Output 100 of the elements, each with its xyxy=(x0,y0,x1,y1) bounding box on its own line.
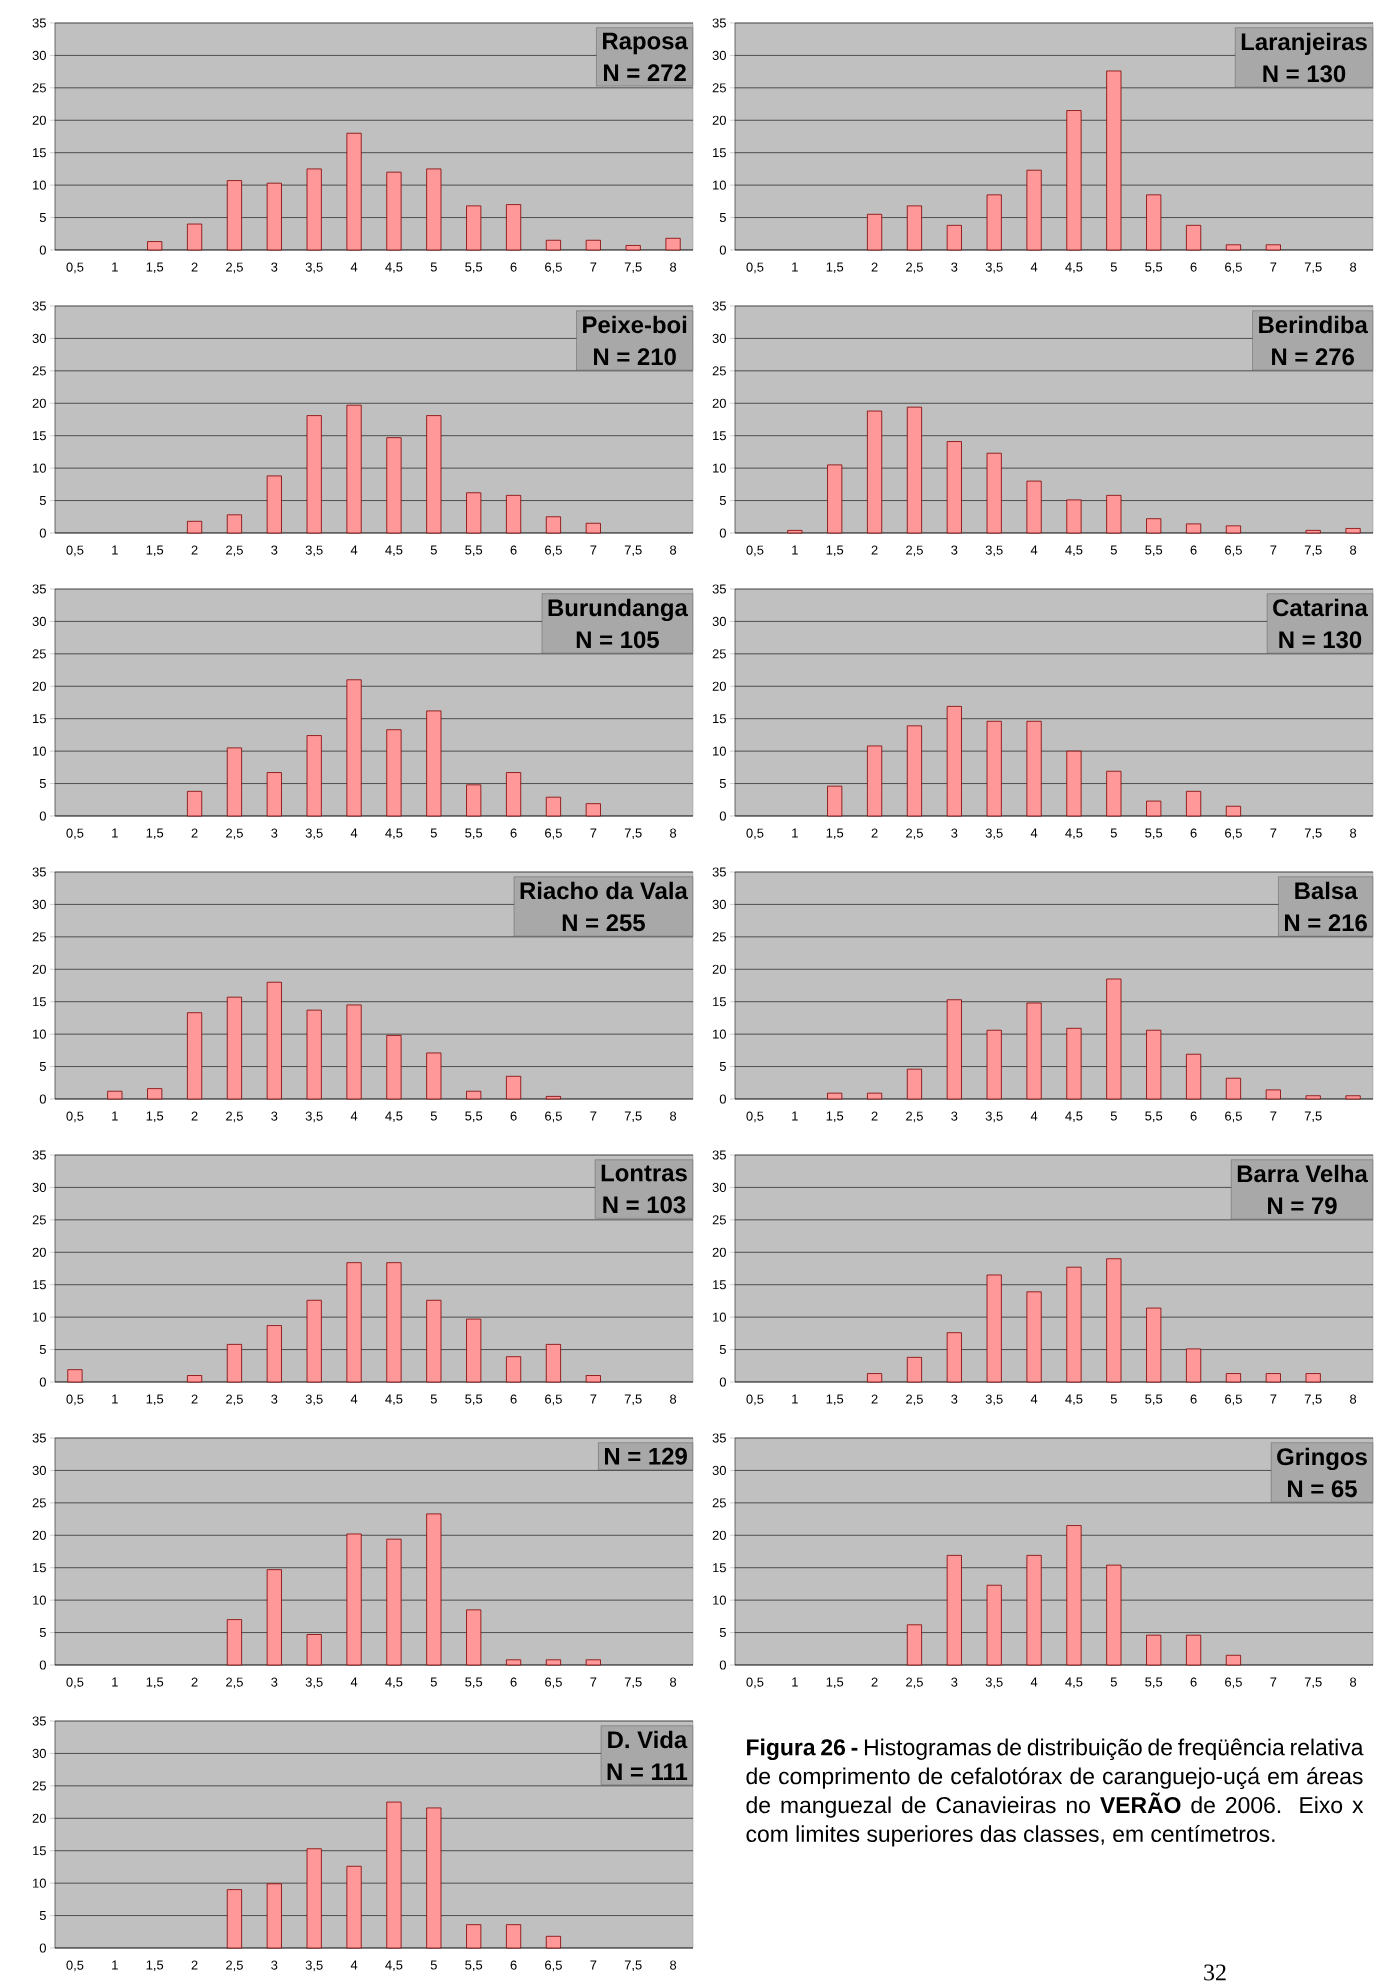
x-tick-label: 2,5 xyxy=(226,545,243,557)
x-tick-label: 8 xyxy=(670,1677,677,1687)
x-tick-label: 3 xyxy=(271,545,278,555)
x-tick-label: 2,5 xyxy=(906,262,923,274)
x-tick-label: 3 xyxy=(271,828,278,838)
x-tick-label: 4 xyxy=(350,1394,358,1404)
bar xyxy=(1305,1095,1321,1100)
bar xyxy=(266,1325,282,1383)
bar xyxy=(186,1012,203,1100)
x-tick-label: 0,5 xyxy=(746,545,764,557)
x-tick-label: 6 xyxy=(510,262,517,272)
x-tick-label: 7,5 xyxy=(624,1111,642,1123)
bar xyxy=(1146,1029,1162,1100)
x-tick-label: 7 xyxy=(590,545,597,555)
text: N = 216 xyxy=(1285,914,1367,932)
y-tick-label: 25 xyxy=(712,83,726,93)
x-tick-label: 2,5 xyxy=(906,1394,923,1406)
bar xyxy=(585,1375,601,1383)
y-tick-label: 20 xyxy=(32,964,46,974)
x-tick-label: 5,5 xyxy=(465,1960,483,1972)
x-tick-label: 1 xyxy=(792,1677,798,1687)
bar xyxy=(545,239,562,251)
y-tick-label: 5 xyxy=(39,1911,46,1921)
x-tick-label: 1 xyxy=(112,828,118,838)
x-tick-label: 5 xyxy=(430,1960,437,1970)
x-tick-label: 1,5 xyxy=(146,262,164,274)
x-tick-label: 8 xyxy=(670,828,677,838)
y-tick-label: 30 xyxy=(32,616,46,626)
bar xyxy=(1026,1002,1042,1100)
x-tick-label: 6,5 xyxy=(1225,545,1242,557)
text: 32 xyxy=(1204,1964,1226,1981)
x-tick-label: 1,5 xyxy=(826,1394,844,1406)
x-tick-label: 4 xyxy=(350,1677,358,1687)
bar xyxy=(585,522,601,534)
bar xyxy=(306,735,322,817)
bar xyxy=(1146,1307,1162,1383)
y-tick-label: 0 xyxy=(719,811,726,821)
y-tick-label: 15 xyxy=(713,1280,726,1290)
bar xyxy=(866,213,883,251)
bar xyxy=(426,1299,442,1383)
y-tick-label: 25 xyxy=(712,649,726,659)
bar xyxy=(787,529,803,534)
bar xyxy=(386,1262,402,1383)
x-tick-label: 6,5 xyxy=(545,1111,562,1123)
x-tick-label: 2,5 xyxy=(226,1677,243,1689)
x-tick-label: 1 xyxy=(112,545,118,555)
text: N = 255 xyxy=(562,914,645,932)
x-tick-label: 7,5 xyxy=(624,1960,642,1972)
bar xyxy=(186,223,203,251)
bar xyxy=(1026,1291,1042,1383)
bar xyxy=(346,1004,362,1100)
x-tick-label: 4,5 xyxy=(1065,1111,1083,1123)
y-tick-label: 15 xyxy=(713,714,726,724)
bar xyxy=(866,1092,883,1100)
y-tick-label: 10 xyxy=(33,1878,46,1888)
y-tick-label: 30 xyxy=(32,1748,46,1759)
y-tick-label: 20 xyxy=(712,681,726,691)
x-tick-label: 2,5 xyxy=(226,828,243,840)
x-tick-label: 5 xyxy=(1110,545,1117,555)
x-tick-label: 1,5 xyxy=(826,1677,844,1689)
x-tick-label: 4,5 xyxy=(385,1111,403,1123)
x-tick-label: 7,5 xyxy=(1304,1394,1322,1406)
x-tick-label: 3 xyxy=(271,1394,278,1404)
bar xyxy=(107,1090,123,1100)
x-tick-label: 1 xyxy=(112,1111,118,1121)
x-tick-label: 8 xyxy=(1350,545,1357,555)
bar xyxy=(1106,70,1122,251)
text: N = 130 xyxy=(1263,65,1346,83)
x-tick-label: 3 xyxy=(951,828,958,838)
text: N = 210 xyxy=(594,348,676,366)
bar xyxy=(1186,1053,1202,1100)
bar xyxy=(585,803,601,817)
bar xyxy=(505,1924,522,1949)
bar xyxy=(346,679,362,817)
x-tick-label: 6 xyxy=(510,1677,517,1687)
x-tick-label: 2,5 xyxy=(906,828,923,840)
x-tick-label: 6,5 xyxy=(545,1394,562,1406)
x-tick-label: 4,5 xyxy=(385,1960,403,1972)
x-tick-label: 7 xyxy=(1270,1111,1277,1121)
x-tick-label: 0,5 xyxy=(66,828,84,840)
x-tick-label: 5,5 xyxy=(465,828,483,840)
x-tick-label: 0,5 xyxy=(746,1394,764,1406)
bar xyxy=(827,1092,843,1100)
x-tick-label: 1,5 xyxy=(146,1111,164,1123)
bar xyxy=(1265,244,1281,251)
x-tick-label: 3 xyxy=(951,262,958,272)
bar xyxy=(505,1356,522,1383)
y-tick-label: 25 xyxy=(32,1215,46,1225)
y-tick-label: 10 xyxy=(33,180,46,190)
x-tick-label: 8 xyxy=(1350,262,1357,272)
x-tick-label: 2,5 xyxy=(226,1394,243,1406)
bar xyxy=(946,441,962,534)
x-tick-label: 6 xyxy=(1190,828,1197,838)
bar xyxy=(625,245,641,251)
y-tick-label: 0 xyxy=(39,1660,46,1670)
text: N = 272 xyxy=(604,64,686,82)
y-tick-label: 5 xyxy=(719,496,726,506)
y-tick-label: 35 xyxy=(32,1716,46,1726)
x-tick-label: 4 xyxy=(350,545,358,555)
x-tick-label: 4,5 xyxy=(385,828,403,840)
